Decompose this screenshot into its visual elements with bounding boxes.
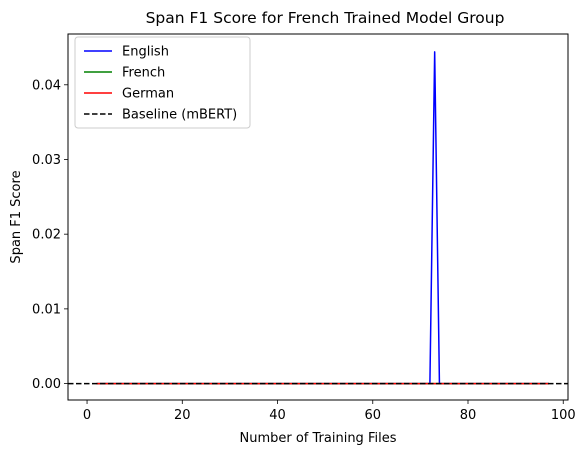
x-axis-ticks: 0 20 40 60 80 100 [83, 400, 576, 423]
y-tick-label: 0.03 [32, 153, 61, 168]
x-tick-label: 20 [174, 408, 191, 423]
y-axis-ticks: 0.00 0.01 0.02 0.03 0.04 [32, 78, 68, 392]
legend-label-baseline-mbert: Baseline (mBERT) [122, 108, 237, 123]
axes-frame [67, 33, 569, 401]
legend-label-english: English [122, 45, 169, 60]
y-tick-label: 0.04 [32, 78, 61, 93]
legend-label-french: French [122, 66, 165, 81]
y-tick-label: 0.01 [32, 302, 61, 317]
x-tick-label: 40 [269, 408, 286, 423]
y-tick-label: 0.00 [32, 377, 61, 392]
x-tick-label: 100 [551, 408, 576, 423]
legend: English French German Baseline (mBERT) [74, 36, 251, 129]
y-tick-label: 0.02 [32, 228, 61, 243]
plot-area [67, 33, 569, 401]
y-axis-label: Span F1 Score [9, 170, 24, 263]
x-tick-label: 80 [460, 408, 477, 423]
legend-box [74, 36, 251, 129]
x-axis-label: Number of Training Files [240, 431, 397, 446]
chart-title: Span F1 Score for French Trained Model G… [146, 9, 505, 27]
x-tick-label: 0 [83, 408, 91, 423]
legend-label-german: German [122, 87, 174, 102]
series-lines [68, 51, 568, 385]
x-tick-label: 60 [364, 408, 381, 423]
